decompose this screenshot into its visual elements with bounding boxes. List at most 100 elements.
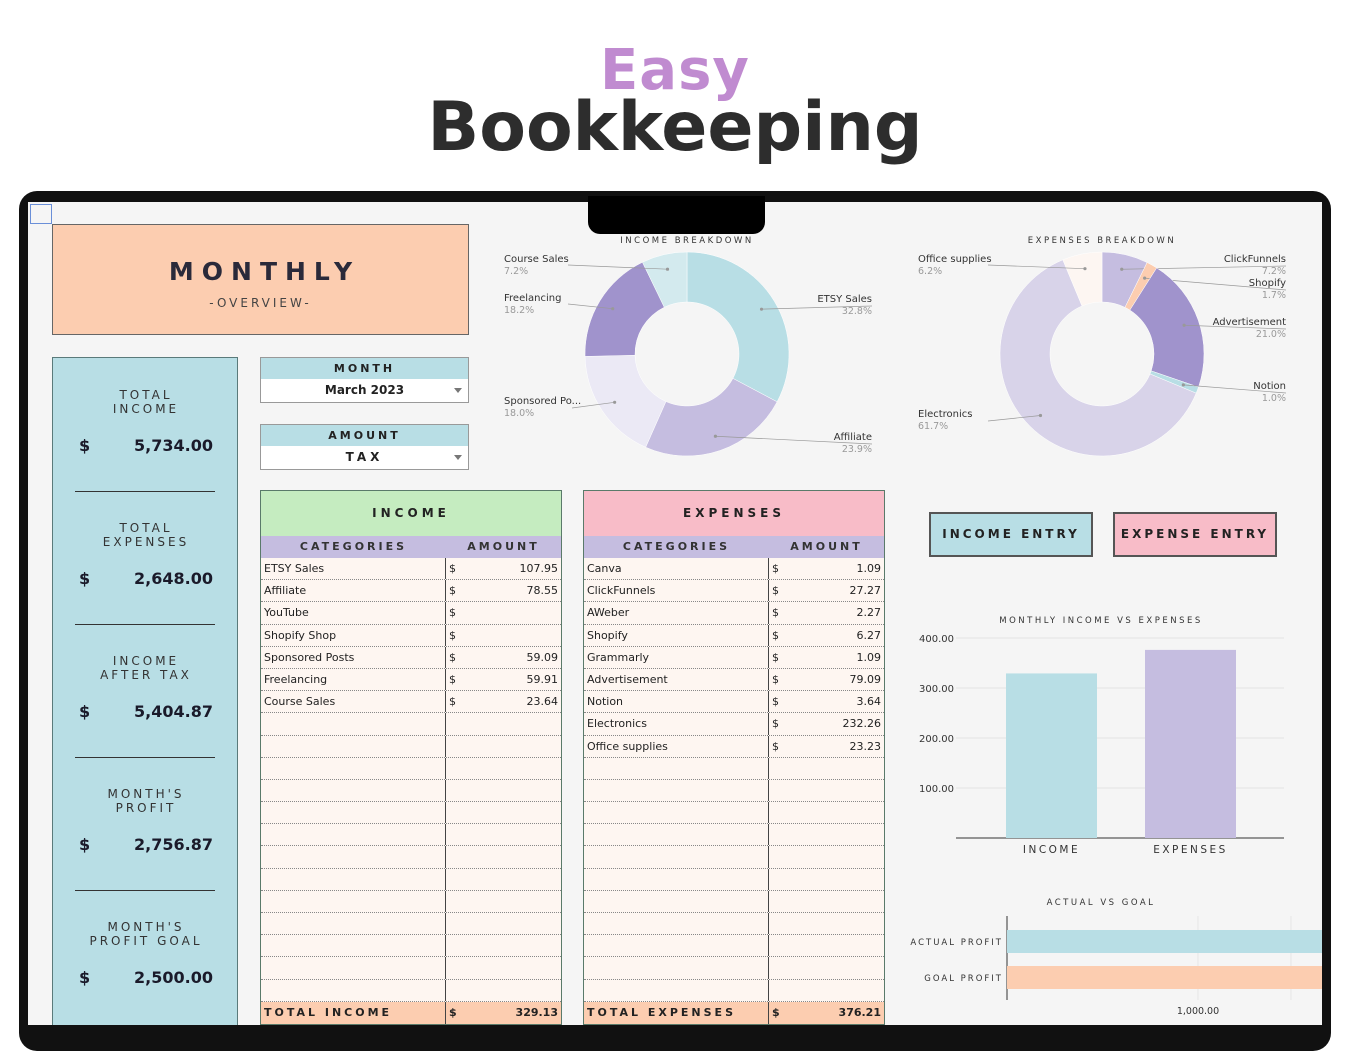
table-row[interactable] (261, 957, 561, 980)
category-cell[interactable] (584, 779, 769, 802)
category-cell[interactable]: Sponsored Posts (261, 646, 446, 668)
category-cell[interactable] (584, 868, 769, 890)
category-cell[interactable] (261, 824, 446, 846)
category-cell[interactable] (584, 957, 769, 979)
table-row[interactable]: Course Sales $23.64 (261, 691, 561, 714)
amount-cell[interactable]: 6.27 (856, 628, 882, 642)
table-row[interactable]: Electronics $232.26 (584, 713, 884, 736)
table-row[interactable]: YouTube $ (261, 602, 561, 625)
category-cell[interactable] (261, 757, 446, 779)
month-dropdown[interactable]: MONTH March 2023 (260, 357, 469, 403)
category-cell[interactable]: Shopify (584, 624, 769, 646)
category-cell[interactable] (584, 913, 769, 935)
table-row[interactable]: Sponsored Posts $59.09 (261, 646, 561, 669)
amount-dropdown[interactable]: AMOUNT TAX (260, 424, 469, 470)
category-cell[interactable] (584, 890, 769, 912)
table-row[interactable]: ClickFunnels $27.27 (584, 580, 884, 603)
category-cell[interactable]: Grammarly (584, 646, 769, 668)
amount-cell[interactable]: 23.64 (526, 695, 559, 709)
table-row[interactable] (584, 913, 884, 936)
amount-cell[interactable]: 59.09 (526, 650, 559, 664)
category-cell[interactable] (261, 846, 446, 868)
amount-cell[interactable]: 2.27 (856, 606, 882, 620)
table-row[interactable] (584, 802, 884, 825)
category-cell[interactable] (584, 802, 769, 824)
table-row[interactable]: Shopify $6.27 (584, 624, 884, 647)
expense-entry-button[interactable]: EXPENSE ENTRY (1113, 512, 1277, 557)
category-cell[interactable] (261, 735, 446, 757)
category-cell[interactable]: Affiliate (261, 580, 446, 602)
table-row[interactable] (584, 868, 884, 891)
table-row[interactable]: Advertisement $79.09 (584, 668, 884, 692)
cell-selection[interactable] (30, 204, 52, 224)
table-row[interactable]: Grammarly $1.09 (584, 646, 884, 669)
table-row[interactable]: ETSY Sales $107.95 (261, 558, 561, 581)
table-row[interactable] (261, 868, 561, 891)
amount-cell[interactable]: 23.23 (849, 739, 882, 753)
table-row[interactable]: Canva $1.09 (584, 558, 884, 581)
table-row[interactable] (584, 957, 884, 980)
table-row[interactable] (584, 935, 884, 958)
amount-cell[interactable]: 1.09 (856, 562, 882, 575)
amount-cell[interactable]: 78.55 (526, 584, 559, 598)
category-cell[interactable]: Office supplies (584, 735, 769, 757)
table-row[interactable] (261, 802, 561, 825)
table-row[interactable] (261, 824, 561, 847)
table-row[interactable] (261, 890, 561, 913)
category-cell[interactable] (584, 935, 769, 957)
category-cell[interactable]: Advertisement (584, 668, 769, 691)
category-cell[interactable] (584, 979, 769, 1001)
category-cell[interactable] (584, 824, 769, 846)
table-row[interactable] (261, 779, 561, 803)
category-cell[interactable]: Notion (584, 691, 769, 713)
category-cell[interactable]: Shopify Shop (261, 624, 446, 646)
category-cell[interactable]: AWeber (584, 602, 769, 624)
table-row[interactable] (584, 846, 884, 869)
category-cell[interactable] (261, 868, 446, 890)
table-row[interactable] (261, 757, 561, 780)
table-row[interactable] (261, 735, 561, 758)
amount-cell[interactable]: 107.95 (519, 562, 559, 575)
table-row[interactable] (584, 890, 884, 913)
chevron-down-icon[interactable] (454, 388, 462, 393)
table-row[interactable] (261, 846, 561, 869)
table-row[interactable] (584, 757, 884, 780)
table-row[interactable] (584, 979, 884, 1002)
table-row[interactable] (261, 913, 561, 936)
table-row[interactable]: Notion $3.64 (584, 691, 884, 714)
amount-cell[interactable]: 1.09 (856, 650, 882, 664)
category-cell[interactable]: Canva (584, 558, 769, 580)
category-cell[interactable]: YouTube (261, 602, 446, 624)
table-row[interactable]: Affiliate $78.55 (261, 580, 561, 603)
category-cell[interactable] (261, 913, 446, 935)
chevron-down-icon[interactable] (454, 455, 462, 460)
category-cell[interactable] (261, 935, 446, 957)
table-row[interactable]: Shopify Shop $ (261, 624, 561, 647)
category-cell[interactable] (584, 846, 769, 868)
category-cell[interactable]: Freelancing (261, 668, 446, 691)
category-cell[interactable] (261, 802, 446, 824)
category-cell[interactable] (261, 957, 446, 979)
category-cell[interactable] (584, 757, 769, 779)
amount-cell[interactable]: 59.91 (526, 672, 559, 686)
category-cell[interactable]: ClickFunnels (584, 580, 769, 602)
table-row[interactable] (584, 779, 884, 803)
table-row[interactable]: AWeber $2.27 (584, 602, 884, 625)
category-cell[interactable] (261, 713, 446, 735)
table-row[interactable]: Office supplies $23.23 (584, 735, 884, 758)
amount-cell[interactable]: 79.09 (849, 672, 882, 686)
category-cell[interactable]: Course Sales (261, 691, 446, 713)
category-cell[interactable]: ETSY Sales (261, 558, 446, 580)
table-row[interactable] (261, 935, 561, 958)
category-cell[interactable]: Electronics (584, 713, 769, 735)
table-row[interactable] (584, 824, 884, 847)
category-cell[interactable] (261, 890, 446, 912)
table-row[interactable] (261, 713, 561, 736)
category-cell[interactable] (261, 979, 446, 1001)
income-entry-button[interactable]: INCOME ENTRY (929, 512, 1093, 557)
amount-cell[interactable]: 3.64 (856, 695, 882, 709)
amount-cell[interactable]: 232.26 (842, 717, 882, 731)
amount-cell[interactable]: 27.27 (849, 584, 882, 598)
table-row[interactable]: Freelancing $59.91 (261, 668, 561, 692)
table-row[interactable] (261, 979, 561, 1002)
